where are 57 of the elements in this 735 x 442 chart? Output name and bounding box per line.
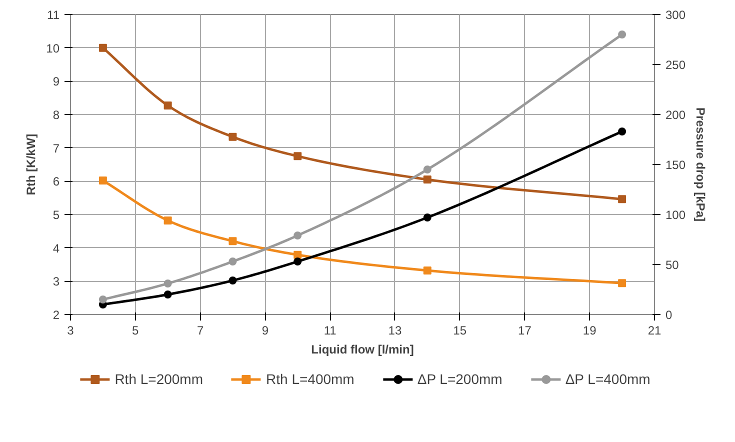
point [228,258,237,266]
x-tick-label: 13 [388,324,402,338]
y2-tick-label: 300 [666,8,686,22]
y-tick-label: 5 [52,208,60,222]
point [423,266,432,274]
y-tick-label: 4 [52,241,60,256]
x-tick-label: 5 [132,324,140,338]
y2-tick-label: 200 [666,108,686,122]
point [294,152,302,160]
y-tick-label: 3 [52,274,60,289]
x-tick-label: 11 [324,324,337,338]
x-tick-label: 21 [648,324,662,338]
point [423,166,432,174]
point [294,258,302,266]
x-axis-title: Liquid flow [l/min] [311,342,414,356]
y-axis-title: Rth [K/kW] [24,134,38,196]
x-tick-label: 17 [518,324,532,338]
y-tick-label: 8 [52,108,60,122]
legend-label: ΔP L=200mm [417,371,502,387]
point [618,128,626,136]
y2-tick-label: 250 [666,58,686,72]
point [98,176,107,184]
legend-label: Rth L=200mm [114,371,204,387]
point [164,102,172,110]
y-tick-label: 2 [52,308,60,322]
point [423,176,432,184]
legend-label: ΔP L=400mm [565,371,650,387]
x-tick-label: 15 [453,324,467,338]
point [164,290,172,298]
legend-label: Rth L=400mm [266,371,354,387]
y-tick-label: 10 [46,41,60,56]
x-tick-label: 3 [67,324,74,338]
y2-tick-label: 150 [666,158,686,172]
point [164,216,172,224]
point [164,280,172,288]
point [228,276,237,284]
x-tick-label: 19 [582,324,597,338]
point [294,232,302,240]
y-tick-label: 11 [47,8,60,22]
point [228,132,237,141]
y-tick-label: 6 [52,174,60,189]
point [618,195,626,204]
x-tick-label: 9 [262,324,269,338]
x-tick-label: 7 [196,324,204,338]
y2-tick-label: 0 [666,308,672,322]
point [618,279,626,288]
y2-tick-label: 100 [666,208,686,222]
point [618,30,626,38]
y2-tick-label: 50 [666,258,680,272]
point [423,214,432,222]
point [98,44,107,52]
point [294,250,302,259]
point [228,237,237,246]
y2-axis-title: Pressure drop [kPa] [694,107,708,222]
point [98,296,107,304]
y-tick-label: 9 [52,74,60,89]
y-tick-label: 7 [52,141,60,156]
